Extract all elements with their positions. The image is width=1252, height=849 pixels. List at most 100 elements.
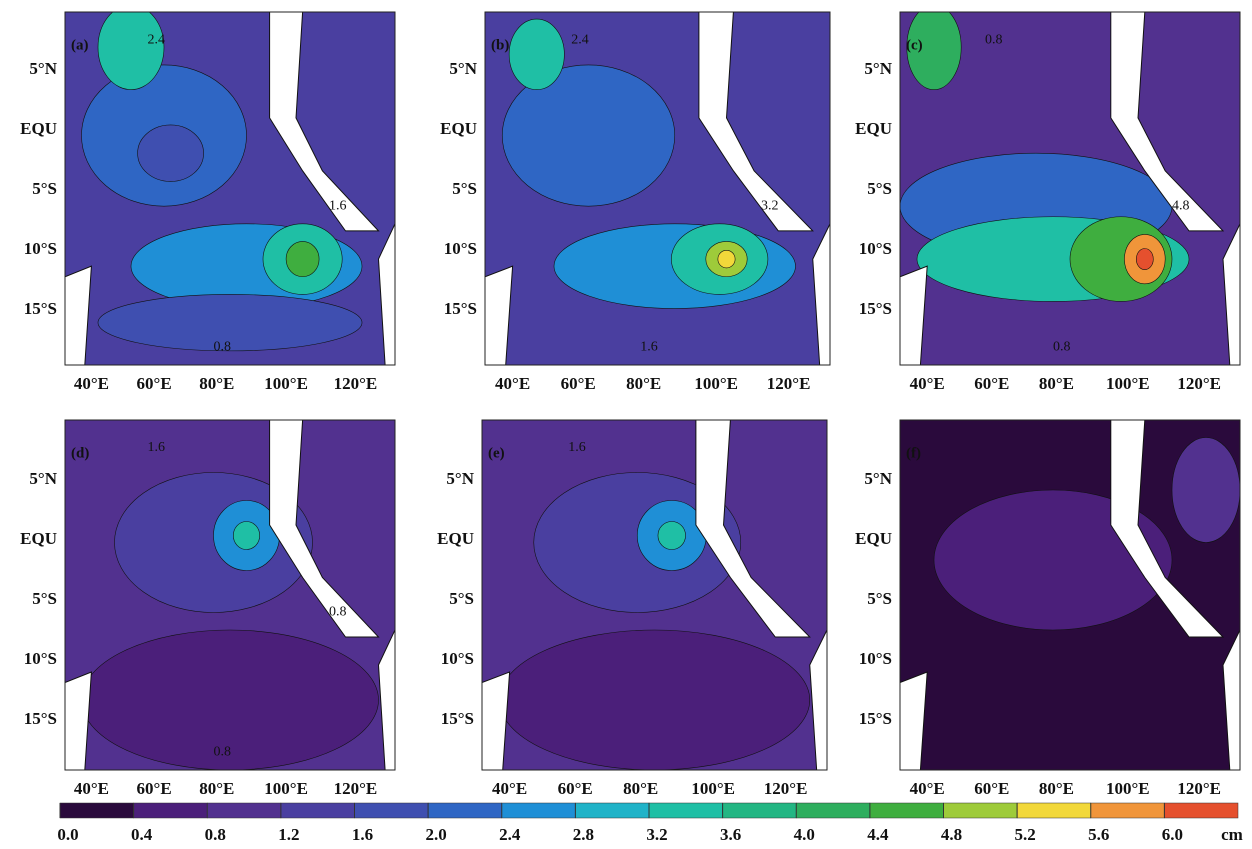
land — [65, 265, 92, 365]
colorbar-segment — [1016, 802, 1091, 819]
colorbar-tick-label: 2.0 — [426, 825, 447, 844]
colorbar-segment — [796, 802, 871, 819]
lon-label: 80°E — [626, 374, 661, 393]
colorbar-tick-label: 3.2 — [646, 825, 667, 844]
lon-label: 60°E — [558, 779, 593, 798]
land — [377, 223, 395, 365]
contour-region — [285, 241, 320, 278]
lat-label: 15°S — [444, 299, 477, 318]
lat-label: 5°S — [32, 589, 57, 608]
land — [482, 671, 511, 770]
lat-label: EQU — [20, 529, 57, 548]
map-panel: (a) 5°N EQU 5°S 10°S 15°S 40°E 60°E 80°E 100°E 120… — [20, 11, 396, 393]
colorbar-tick-label: 4.4 — [867, 825, 889, 844]
lon-label: 100°E — [694, 374, 738, 393]
lat-label: EQU — [855, 529, 892, 548]
contour-region — [97, 12, 165, 90]
colorbar-segment — [427, 802, 502, 819]
contour-label: 0.8 — [1053, 340, 1071, 355]
colorbar-tick-label: 2.4 — [499, 825, 521, 844]
map-panel: (d) 5°N EQU 5°S 10°S 15°S 40°E 60°E 80°E 100°E 120… — [20, 419, 396, 798]
land — [269, 420, 380, 638]
lon-label: 120°E — [334, 374, 378, 393]
lon-label: 120°E — [764, 779, 808, 798]
contour-region — [508, 18, 565, 90]
land — [809, 629, 827, 770]
land — [698, 12, 814, 232]
panel-frame — [484, 11, 831, 366]
colorbar-tick-label: 0.0 — [57, 825, 78, 844]
colorbar-segment — [575, 802, 650, 819]
lon-label: 80°E — [199, 374, 234, 393]
colorbar-tick-label: 4.0 — [794, 825, 815, 844]
contour-label: 1.6 — [568, 440, 586, 455]
lon-label: 40°E — [492, 779, 527, 798]
lat-label: 5°N — [29, 469, 57, 488]
lon-label: 120°E — [334, 779, 378, 798]
lon-label: 40°E — [910, 374, 945, 393]
contour-region — [501, 64, 676, 207]
map-field — [900, 420, 1240, 770]
panel-frame — [64, 419, 396, 771]
lon-label: 100°E — [1106, 779, 1150, 798]
colorbar-tick-label: 1.2 — [278, 825, 299, 844]
colorbar-tick-label: 5.2 — [1015, 825, 1036, 844]
lon-label: 80°E — [1039, 779, 1074, 798]
colorbar-segment — [648, 802, 723, 819]
contour-label: 0.8 — [985, 32, 1003, 47]
lon-label: 40°E — [910, 779, 945, 798]
land — [1110, 12, 1225, 232]
lat-label: 5°S — [452, 179, 477, 198]
lat-label: EQU — [437, 529, 474, 548]
contour-region — [657, 521, 686, 550]
lat-label: 5°N — [446, 469, 474, 488]
colorbar-segment — [869, 802, 944, 819]
colorbar-segment — [207, 802, 282, 819]
colorbar-segment — [722, 802, 797, 819]
colorbar-tick-label: 6.0 — [1162, 825, 1183, 844]
lon-label: 40°E — [495, 374, 530, 393]
lat-label: 15°S — [859, 709, 892, 728]
map-field — [65, 12, 395, 365]
lon-label: 100°E — [264, 779, 308, 798]
lon-label: 100°E — [264, 374, 308, 393]
lat-label: 5°S — [867, 179, 892, 198]
lon-label: 60°E — [974, 374, 1009, 393]
land — [900, 265, 928, 365]
land — [812, 223, 830, 365]
panel-frame — [64, 11, 396, 366]
lat-label: EQU — [855, 119, 892, 138]
lat-label: 5°S — [867, 589, 892, 608]
contour-label: 0.8 — [214, 745, 232, 760]
lat-label: 5°S — [32, 179, 57, 198]
lat-label: 10°S — [24, 649, 57, 668]
map-panel: (e) 5°N EQU 5°S 10°S 15°S 40°E 60°E 80°E 100°E 120… — [437, 419, 828, 798]
map-panel: (b) 5°N EQU 5°S 10°S 15°S 40°E 60°E 80°E 100°E 120… — [440, 11, 831, 393]
colorbar-segment — [1090, 802, 1165, 819]
panel-label: (b) — [491, 37, 509, 53]
contour-label: 3.2 — [761, 198, 779, 213]
lon-label: 40°E — [74, 779, 109, 798]
contour-label: 2.4 — [571, 32, 589, 47]
colorbar-segment — [354, 802, 429, 819]
contour-label: 0.8 — [329, 605, 347, 620]
lat-label: 15°S — [859, 299, 892, 318]
colorbar-segment — [501, 802, 576, 819]
contour-region — [717, 249, 736, 269]
contour-label: 1.6 — [148, 440, 166, 455]
colorbar-tick-label: 0.8 — [205, 825, 226, 844]
contour-region — [498, 629, 811, 770]
lat-label: 5°N — [864, 59, 892, 78]
land — [695, 420, 811, 638]
contour-region — [233, 521, 261, 550]
lat-label: 5°N — [864, 469, 892, 488]
panel-frame — [899, 419, 1241, 771]
lat-label: 10°S — [444, 239, 477, 258]
contour-label: 2.4 — [148, 32, 166, 47]
contour-region — [1171, 437, 1240, 543]
map-field — [482, 420, 827, 770]
contour-region — [97, 294, 363, 352]
lat-label: 15°S — [24, 299, 57, 318]
lon-label: 60°E — [137, 374, 172, 393]
lat-label: 5°N — [29, 59, 57, 78]
